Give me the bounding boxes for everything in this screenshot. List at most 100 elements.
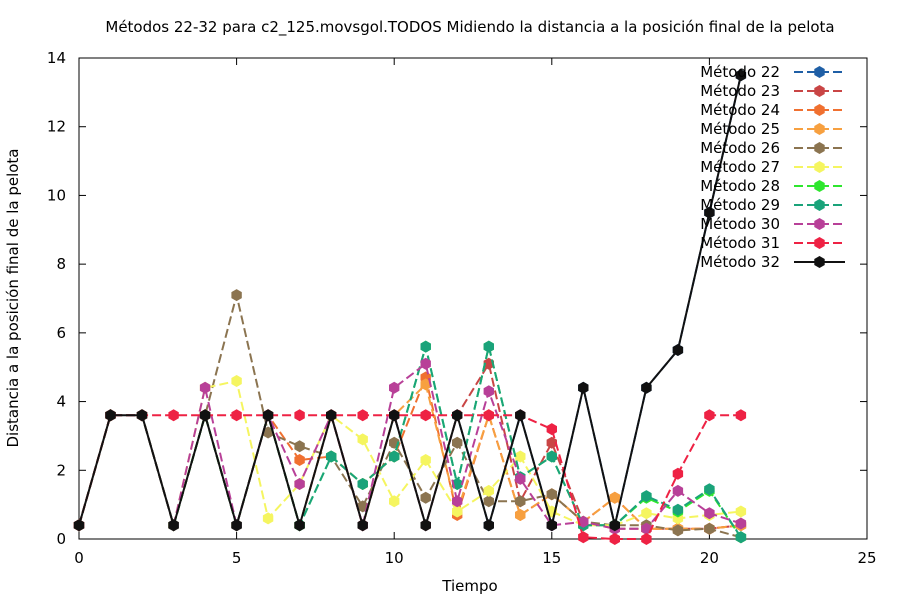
legend-marker bbox=[814, 180, 825, 192]
legend-label: Método 24 bbox=[700, 101, 780, 119]
data-point bbox=[73, 519, 85, 532]
data-point bbox=[231, 289, 242, 302]
legend-label: Método 29 bbox=[700, 196, 780, 214]
data-point bbox=[168, 409, 179, 422]
legend-label: Método 26 bbox=[700, 139, 780, 157]
data-point bbox=[672, 503, 684, 516]
data-point bbox=[294, 478, 305, 490]
data-point bbox=[546, 519, 557, 532]
data-point bbox=[420, 409, 431, 422]
x-tick-label: 0 bbox=[74, 549, 84, 567]
legend-marker bbox=[814, 104, 825, 116]
data-point bbox=[136, 409, 148, 422]
data-point bbox=[609, 519, 620, 532]
data-point bbox=[578, 381, 589, 394]
data-point bbox=[578, 531, 589, 544]
data-point bbox=[515, 472, 526, 485]
plot-frame bbox=[78, 57, 868, 540]
data-point bbox=[546, 436, 557, 449]
x-tick-label: 15 bbox=[542, 549, 561, 567]
data-point bbox=[420, 454, 431, 466]
series-22 bbox=[73, 69, 747, 532]
data-point bbox=[546, 488, 557, 501]
series-line bbox=[78, 379, 742, 527]
data-point bbox=[704, 483, 715, 496]
data-point bbox=[389, 450, 400, 463]
legend-marker bbox=[814, 237, 825, 249]
axis-ticks: 0 5 10 15 20 25 0 2 4 6 8 10 12 14 bbox=[47, 49, 877, 567]
data-point bbox=[452, 495, 463, 508]
legend-marker bbox=[814, 256, 825, 268]
legend-label: Método 22 bbox=[700, 63, 780, 81]
y-tick-label: 12 bbox=[47, 118, 66, 136]
data-point bbox=[672, 467, 684, 480]
x-axis-label: Tiempo bbox=[441, 577, 497, 595]
y-tick-label: 14 bbox=[47, 49, 66, 67]
data-point bbox=[641, 381, 652, 394]
data-point bbox=[483, 409, 494, 422]
data-point bbox=[735, 69, 747, 82]
data-point bbox=[262, 409, 274, 422]
data-point bbox=[735, 531, 747, 544]
data-point bbox=[294, 440, 305, 453]
y-tick-label: 10 bbox=[47, 186, 66, 204]
data-point bbox=[420, 357, 431, 370]
data-point bbox=[672, 484, 684, 497]
data-point bbox=[389, 381, 400, 394]
data-point bbox=[357, 500, 368, 513]
data-point bbox=[704, 206, 715, 219]
data-point bbox=[735, 517, 747, 530]
data-point bbox=[231, 519, 242, 532]
data-point bbox=[609, 491, 620, 504]
data-point bbox=[231, 409, 242, 422]
y-axis-label: Distancia a la posición final de la pelo… bbox=[4, 148, 22, 447]
data-point bbox=[515, 495, 526, 508]
legend-label: Método 23 bbox=[700, 82, 780, 100]
data-point bbox=[105, 409, 116, 422]
x-tick-label: 25 bbox=[857, 549, 876, 567]
legend-label: Método 30 bbox=[700, 215, 780, 233]
legend-label: Método 31 bbox=[700, 234, 780, 252]
data-point bbox=[483, 484, 494, 497]
data-point bbox=[515, 450, 526, 463]
legend-marker bbox=[814, 161, 825, 173]
chart-title: Métodos 22-32 para c2_125.movsgol.TODOS … bbox=[105, 18, 834, 37]
series-32 bbox=[73, 69, 747, 532]
series-line bbox=[78, 362, 742, 530]
legend-marker bbox=[814, 142, 825, 154]
series-line bbox=[78, 74, 742, 529]
data-point bbox=[672, 344, 684, 356]
data-point bbox=[609, 533, 620, 545]
legend-label: Método 27 bbox=[700, 158, 780, 176]
data-point bbox=[704, 507, 715, 520]
data-point bbox=[483, 385, 494, 398]
y-tick-label: 6 bbox=[56, 324, 66, 342]
legend-label: Método 25 bbox=[700, 120, 780, 138]
data-point bbox=[357, 478, 368, 490]
data-point bbox=[672, 524, 684, 537]
data-point bbox=[641, 490, 652, 503]
legend-marker bbox=[814, 123, 825, 135]
x-tick-label: 5 bbox=[232, 549, 242, 567]
data-point bbox=[420, 519, 431, 532]
data-point bbox=[199, 409, 211, 422]
data-point bbox=[452, 409, 463, 422]
series-line bbox=[78, 414, 741, 540]
data-point bbox=[483, 340, 494, 353]
legend-label: Método 28 bbox=[700, 177, 780, 195]
legend-marker bbox=[814, 199, 825, 211]
data-point bbox=[483, 519, 494, 532]
data-point bbox=[357, 409, 368, 422]
data-point bbox=[420, 378, 431, 391]
data-point bbox=[294, 519, 305, 532]
data-point bbox=[641, 533, 652, 545]
data-point bbox=[294, 454, 305, 466]
data-point bbox=[168, 519, 179, 532]
legend-marker bbox=[814, 85, 825, 97]
data-point bbox=[641, 507, 652, 520]
data-point bbox=[326, 409, 337, 422]
data-point bbox=[704, 409, 715, 422]
y-tick-label: 8 bbox=[56, 255, 66, 273]
